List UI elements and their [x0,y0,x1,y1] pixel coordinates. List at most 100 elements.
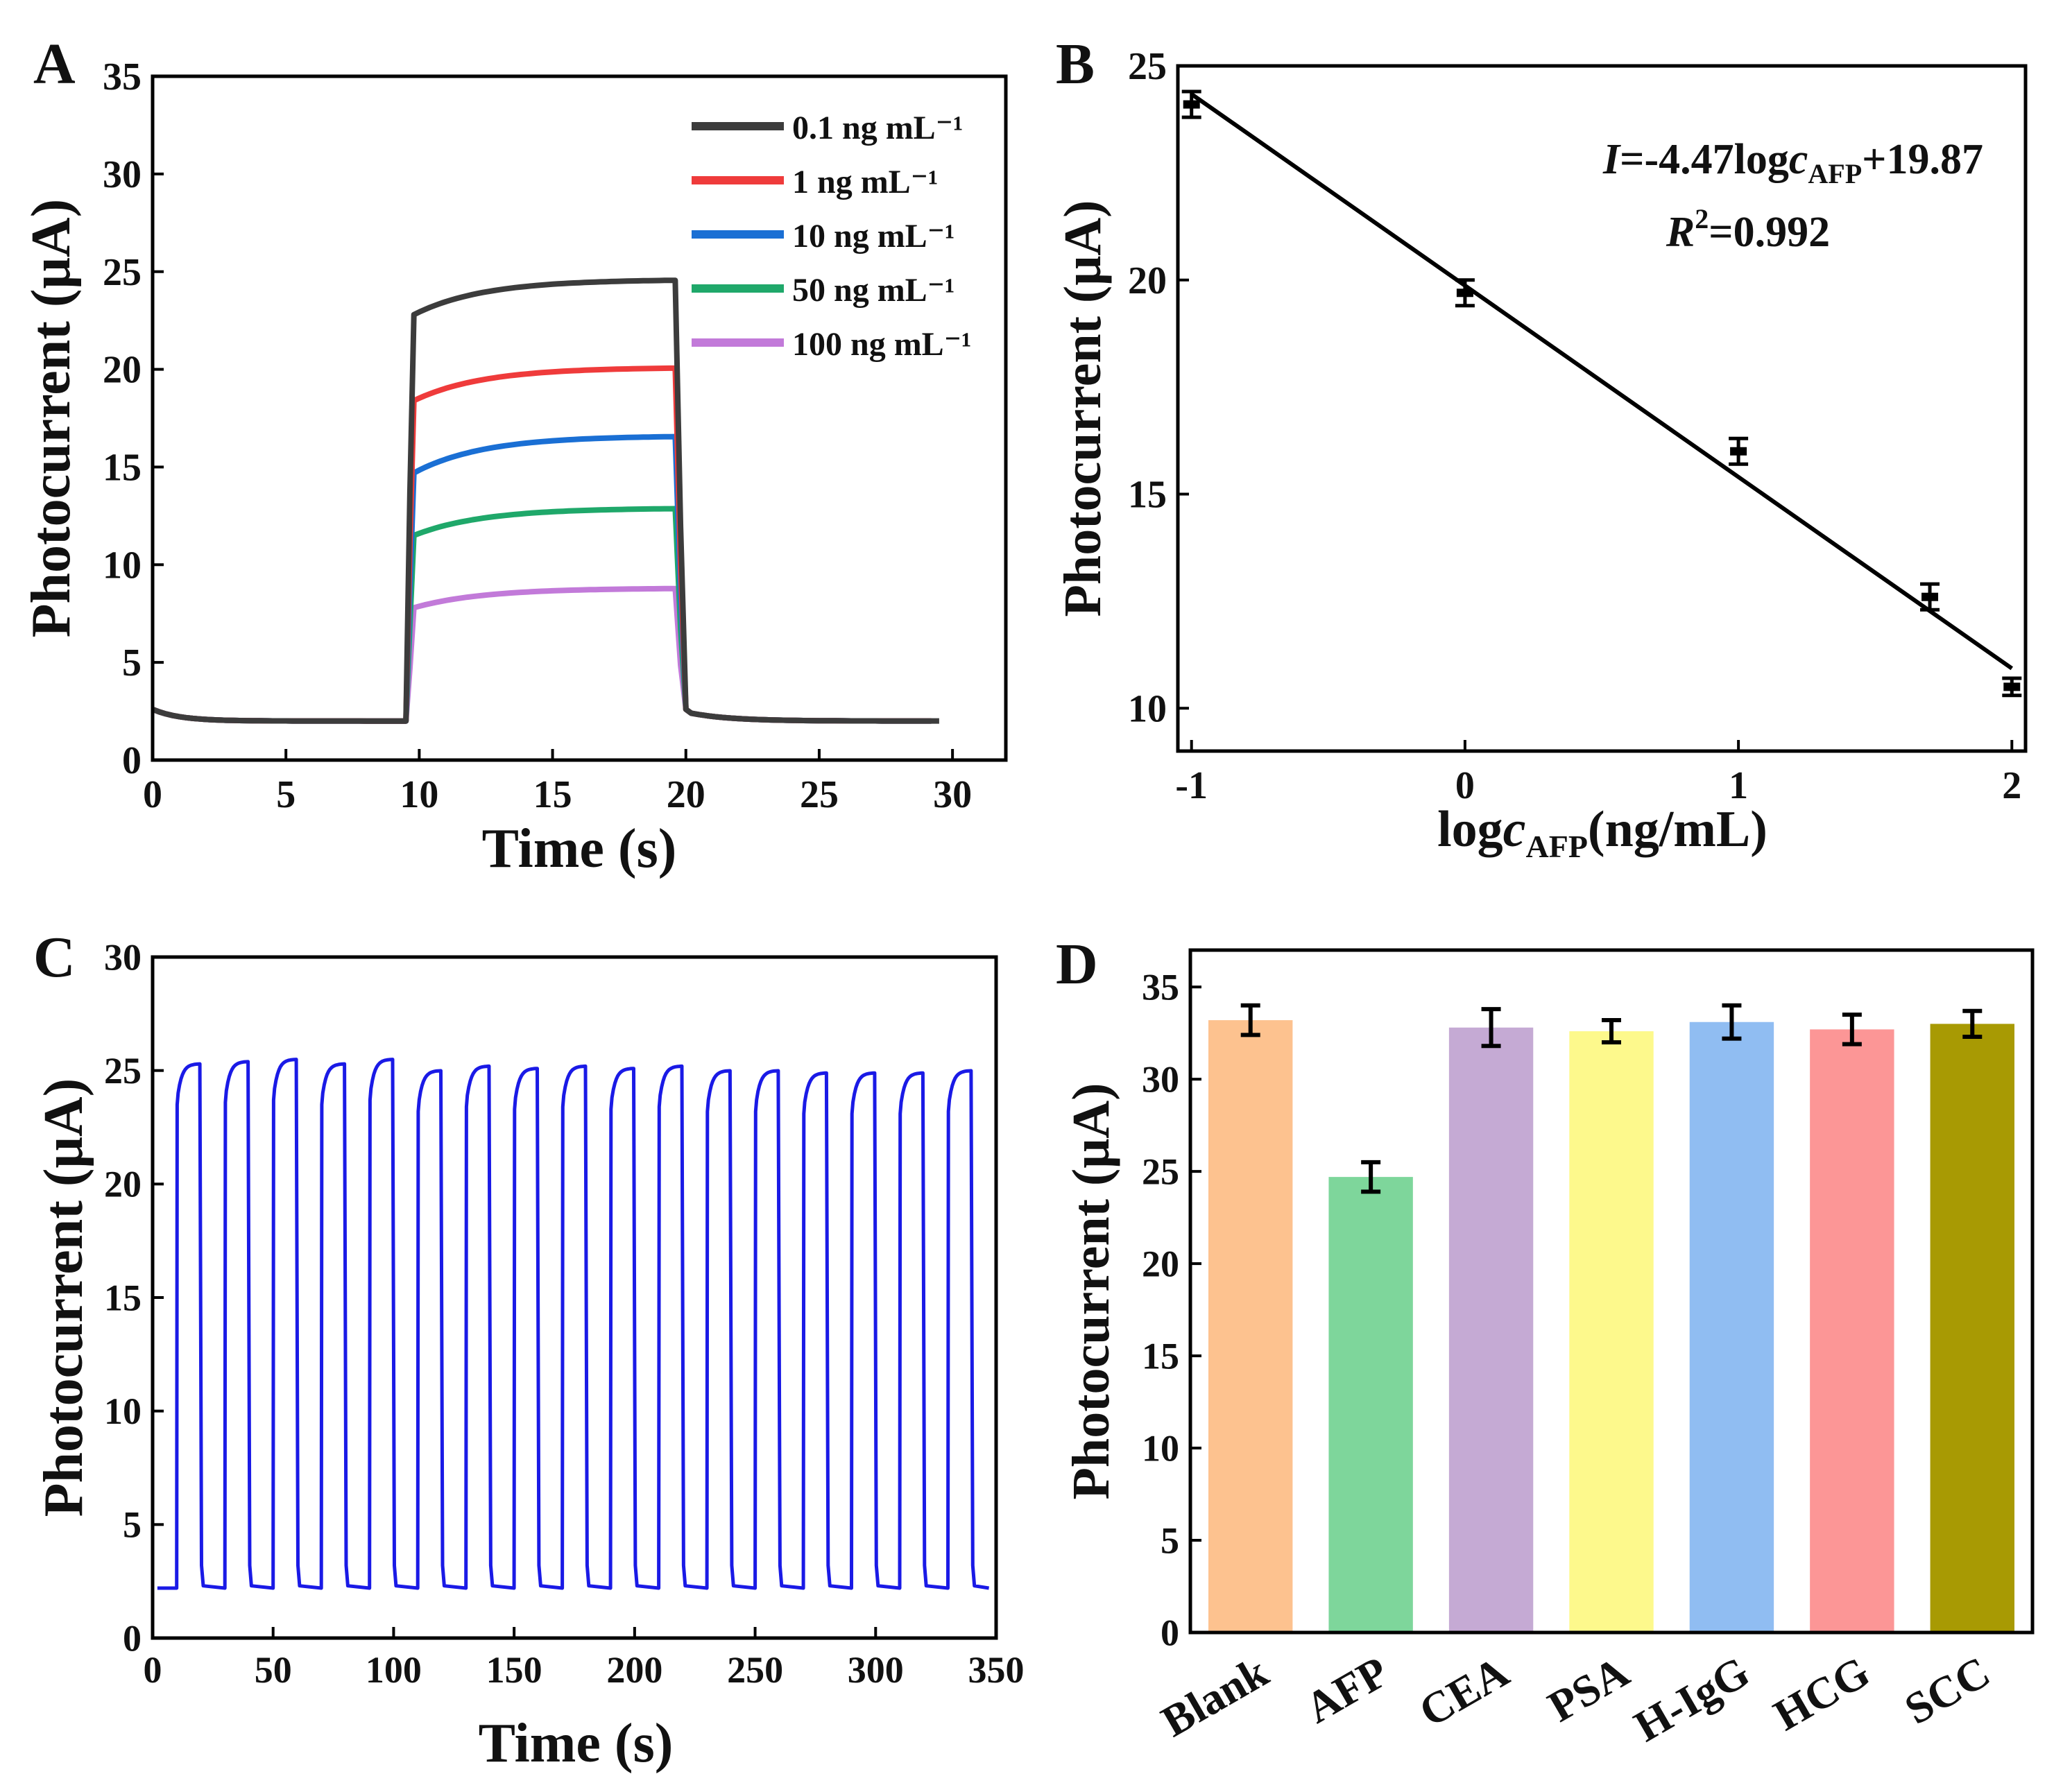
panel-a-legend: 0.1 ng mL⁻¹ 1 ng mL⁻¹ 10 ng mL⁻¹ 50 ng mL⁻¹… [692,110,971,363]
panel-a-legend-label: 100 ng mL⁻¹ [792,326,971,363]
panel-d-y-tick-label: 20 [1142,1243,1179,1284]
panel-d-bar [1448,1027,1534,1632]
panel-d-bars [1208,1003,2014,1632]
panel-c-y-tick-label: 30 [104,936,142,978]
panel-b-r-value: =0.992 [1709,209,1830,256]
panel-d-y-axis-label: Photocurrent (μA) [1062,1083,1120,1500]
panel-a-y-tick-label: 15 [103,446,142,489]
panel-d-bar [1810,1029,1894,1632]
panel-c-y-ticks: 0 5 10 15 20 25 30 [104,936,164,1659]
panel-a-series-line [151,506,932,724]
panel-a-y-ticks: 0 5 10 15 20 25 30 35 [103,55,164,782]
panel-b-data-point [1921,592,1939,601]
panel-c-series-line [157,1058,989,1590]
panel-d-bar [1328,1177,1413,1632]
panel-a-series-line [151,433,932,724]
panel-d-frame [1188,948,2035,1635]
panel-b-eq-i: I [1602,136,1621,183]
panel-a-y-tick-label: 20 [103,349,142,392]
panel-a-y-axis-label: Photocurrent (μA) [21,199,82,638]
panel-a-legend-label: 1 ng mL⁻¹ [792,164,938,200]
panel-d-category-label: AFP [1297,1647,1396,1733]
panel-c-y-tick-label: 15 [104,1277,142,1318]
panel-b-plot [1181,89,2022,698]
panel-d-y-tick-label: 35 [1142,967,1179,1008]
panel-b-x-axis-label: logcAFP(ng/mL) [1437,801,1767,864]
panel-d-bar [1930,1024,2014,1632]
panel-a: A 0 5 10 15 20 25 30 0 5 10 15 20 25 30 35 Time (s) P… [21,32,1008,879]
panel-a-series-line [151,365,932,724]
panel-c: C 0 50 100 150 200 250 300 350 0 5 10 15 20 25 30 Tim… [33,925,1025,1774]
panel-d-bar [1208,1020,1293,1632]
panel-d-y-tick-label: 25 [1142,1151,1179,1192]
panel-b-eq-sub: AFP [1808,158,1862,189]
panel-b-xlabel-log: log [1437,801,1503,858]
panel-c-y-tick-label: 25 [104,1050,142,1092]
panel-a-y-tick-label: 30 [103,153,142,196]
panel-b-y-tick-label: 10 [1128,687,1167,730]
panel-a-x-axis-label: Time (s) [482,818,677,879]
panel-d-category-label: SCC [1897,1647,1998,1734]
panel-c-x-ticks: 0 50 100 150 200 250 300 350 [144,1627,1025,1691]
panel-c-x-tick-label: 0 [144,1649,162,1691]
panel-b-x-tick-label: -1 [1175,764,1208,807]
panel-c-x-tick-label: 300 [848,1649,904,1691]
panel-b-r-sup: 2 [1695,203,1709,234]
panel-d-category-label: HCG [1765,1647,1878,1740]
panel-d-category-label: H-IgG [1626,1647,1757,1751]
panel-b-r-squared: R2=0.992 [1666,203,1830,256]
panel-b-data-point [1183,100,1200,109]
panel-b-frame [1176,64,2028,753]
panel-c-y-tick-label: 20 [104,1164,142,1205]
panel-a-x-tick-label: 20 [667,773,705,816]
panel-b-data-point [1730,447,1747,456]
panel-d-bar [1569,1031,1654,1632]
panel-b-data-point [1456,288,1473,298]
panel-b-x-tick-label: 1 [1729,764,1748,807]
panel-b-y-axis-label: Photocurrent (μA) [1054,200,1112,617]
panel-b-x-tick-label: 0 [1455,764,1475,807]
panel-b-fit-line [1190,92,2014,671]
panel-a-series-line [151,277,939,724]
panel-d-bar [1689,1022,1774,1632]
panel-a-legend-label: 0.1 ng mL⁻¹ [792,110,963,146]
panel-b-y-tick-label: 15 [1128,474,1167,517]
panel-b-xlabel-unit: (ng/mL) [1588,801,1767,858]
panel-c-y-tick-label: 5 [123,1504,142,1546]
panel-b-eq-mid: =-4.47log [1620,136,1789,183]
panel-label-d: D [1056,932,1098,997]
panel-a-x-tick-label: 0 [143,773,162,816]
panel-c-y-axis-label: Photocurrent (μA) [33,1078,94,1517]
panel-a-series-line [151,585,932,724]
panel-a-x-tick-label: 15 [533,773,572,816]
panel-c-x-axis-label: Time (s) [479,1713,674,1774]
panel-c-frame [151,955,998,1640]
panel-c-y-tick-label: 10 [104,1390,142,1432]
panel-d-y-ticks: 0 5 10 15 20 25 30 35 [1142,967,1201,1653]
panel-b-x-ticks: -1 0 1 2 [1175,740,2021,807]
panel-b-eq-end: +19.87 [1862,136,1983,183]
panel-d-category-label: PSA [1540,1647,1637,1732]
panel-b-y-ticks: 10 15 20 25 [1128,45,1189,730]
panel-d-y-tick-label: 5 [1161,1519,1179,1561]
panel-b-xlabel-sub: AFP [1526,829,1588,864]
panel-b-data-point [2003,682,2021,691]
panel-c-x-tick-label: 100 [366,1649,422,1691]
panel-a-x-tick-label: 30 [933,773,972,816]
panel-b-x-tick-label: 2 [2002,764,2021,807]
panel-a-y-tick-label: 10 [103,544,142,587]
panel-c-x-tick-label: 350 [968,1649,1025,1691]
panel-d-y-tick-label: 30 [1142,1059,1179,1101]
panel-b-y-tick-label: 20 [1128,259,1167,302]
panel-a-y-tick-label: 0 [122,739,142,782]
panel-b-r: R [1666,209,1695,256]
panel-d-category-label: Blank [1153,1646,1276,1746]
panel-a-x-ticks: 0 5 10 15 20 25 30 [143,749,972,816]
panel-c-x-tick-label: 200 [606,1649,662,1691]
panel-b-equation: I=-4.47logcAFP+19.87 [1602,136,1983,189]
panel-b-eq-c: c [1789,136,1808,183]
panel-a-y-tick-label: 35 [103,55,142,98]
